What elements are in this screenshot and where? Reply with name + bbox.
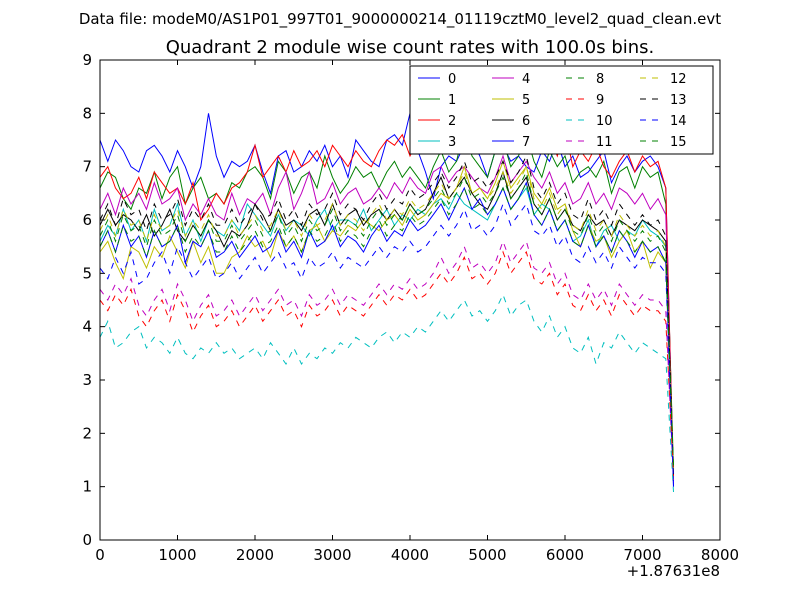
series-line-4 <box>99 154 674 482</box>
x-tick-label: 0 <box>95 546 105 564</box>
x-tick-label: 3000 <box>313 546 351 564</box>
y-tick-label: 8 <box>82 104 92 122</box>
suptitle: Data file: modeM0/AS1P01_997T01_90000002… <box>79 10 721 29</box>
series-line-11 <box>99 239 674 482</box>
series-layer <box>99 100 674 493</box>
legend-label-14: 14 <box>670 114 687 129</box>
legend-label-13: 13 <box>670 93 687 108</box>
y-tick-label: 3 <box>82 371 92 389</box>
legend-label-3: 3 <box>448 135 456 150</box>
x-tick-label: 1000 <box>158 546 196 564</box>
y-tick-label: 5 <box>82 264 92 282</box>
legend-label-4: 4 <box>522 72 530 87</box>
series-line-8 <box>99 170 674 471</box>
x-tick-label: 4000 <box>391 546 429 564</box>
y-tick-label: 6 <box>82 211 92 229</box>
legend-label-15: 15 <box>670 135 687 150</box>
series-line-15 <box>99 181 674 466</box>
x-tick-label: 5000 <box>468 546 506 564</box>
y-tick-label: 4 <box>82 318 92 336</box>
series-line-9 <box>99 250 674 477</box>
series-line-12 <box>99 165 674 471</box>
x-offset-label: +1.87631e8 <box>627 562 720 580</box>
y-tick-label: 7 <box>82 158 92 176</box>
x-tick-label: 8000 <box>701 546 739 564</box>
legend-box <box>409 65 714 155</box>
legend-label-9: 9 <box>596 93 604 108</box>
series-line-2 <box>99 100 674 482</box>
series-line-13 <box>99 154 674 477</box>
y-tick-label: 2 <box>82 424 92 442</box>
chart-title: Quadrant 2 module wise count rates with … <box>166 37 655 58</box>
legend-label-0: 0 <box>448 72 456 87</box>
series-line-1 <box>99 127 674 471</box>
series-line-10 <box>99 293 674 493</box>
series-line-14 <box>99 202 674 482</box>
x-tick-label: 7000 <box>623 546 661 564</box>
y-tick-label: 0 <box>82 531 92 549</box>
y-tick-label: 9 <box>82 51 92 69</box>
x-axis: 0 1000 2000 3000 4000 5000 6000 7000 8000 <box>95 60 739 564</box>
legend-label-11: 11 <box>596 135 613 150</box>
legend-label-5: 5 <box>522 93 530 108</box>
x-tick-label: 6000 <box>546 546 584 564</box>
x-tick-label: 2000 <box>236 546 274 564</box>
legend-label-2: 2 <box>448 114 456 129</box>
legend-label-1: 1 <box>448 93 456 108</box>
legend-label-7: 7 <box>522 135 530 150</box>
legend-label-6: 6 <box>522 114 530 129</box>
legend-label-12: 12 <box>670 72 687 87</box>
y-tick-label: 1 <box>82 478 92 496</box>
legend-label-10: 10 <box>596 114 613 129</box>
legend-label-8: 8 <box>596 72 604 87</box>
